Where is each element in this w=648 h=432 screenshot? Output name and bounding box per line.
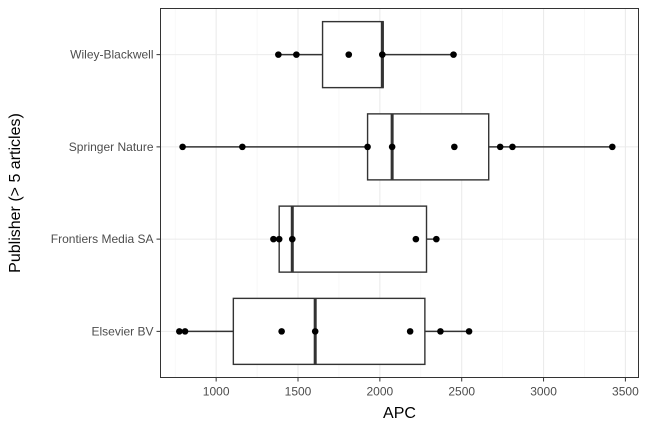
data-point — [278, 328, 285, 335]
data-point — [311, 328, 319, 335]
box-frontiers-media-sa — [273, 205, 437, 273]
y-tick-label: Wiley-Blackwell — [70, 48, 153, 62]
x-tick-label: 2000 — [367, 385, 394, 399]
data-point — [275, 51, 282, 58]
x-tick-label: 3500 — [612, 385, 639, 399]
y-tick-label: Frontiers Media SA — [51, 232, 154, 246]
data-point — [270, 235, 277, 243]
data-point — [345, 51, 353, 58]
y-tick-label: Elsevier BV — [91, 324, 153, 338]
x-tick-label: 1000 — [203, 385, 230, 399]
data-point — [288, 235, 296, 243]
data-point — [275, 235, 283, 243]
plot-panel-border — [160, 8, 639, 378]
data-point — [379, 51, 386, 58]
data-point — [388, 143, 396, 151]
data-point — [433, 235, 440, 243]
data-point — [364, 143, 371, 151]
box-iqr — [366, 113, 490, 181]
data-point — [179, 143, 186, 151]
box-elsevier-bv — [179, 297, 470, 366]
data-point — [465, 328, 473, 335]
box-iqr — [232, 297, 426, 366]
data-point — [509, 143, 516, 151]
data-point — [406, 328, 414, 335]
y-tick-label: Springer Nature — [69, 140, 154, 154]
data-point — [450, 51, 457, 58]
data-point — [437, 328, 444, 335]
data-point — [451, 143, 458, 151]
data-point — [239, 143, 246, 151]
box-layer — [179, 20, 613, 366]
point-layer — [176, 51, 616, 335]
x-axis-title: APC — [383, 405, 416, 422]
x-axis: 1000 1500 2000 2500 3000 3500 — [203, 377, 639, 399]
x-tick-label: 2500 — [448, 385, 475, 399]
data-point — [496, 143, 504, 151]
y-axis: Wiley-Blackwell Springer Nature Frontiers … — [51, 48, 161, 338]
data-point — [293, 51, 300, 58]
data-point — [609, 143, 616, 151]
x-tick-label: 1500 — [285, 385, 312, 399]
data-point — [181, 328, 189, 335]
data-point — [176, 328, 183, 335]
box-iqr — [278, 205, 428, 273]
data-point — [412, 235, 420, 243]
x-tick-label: 3000 — [530, 385, 557, 399]
y-axis-title: Publisher (> 5 articles) — [7, 113, 24, 273]
box-iqr — [321, 20, 384, 89]
